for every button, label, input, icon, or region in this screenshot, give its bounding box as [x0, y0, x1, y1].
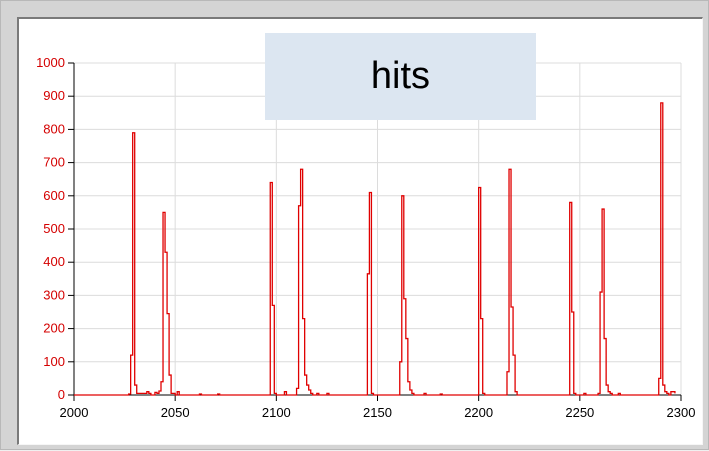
y-tick-label: 400	[43, 254, 65, 269]
x-tick-label: 2250	[565, 405, 594, 420]
hits-series-line	[74, 102, 676, 396]
hits-overlay-text: hits	[370, 55, 431, 97]
y-tick-label: 0	[58, 387, 65, 402]
y-tick-label: 1000	[36, 55, 65, 70]
y-tick-label: 800	[43, 121, 65, 136]
y-tick-label: 500	[43, 221, 65, 236]
x-tick-label: 2300	[667, 405, 696, 420]
y-tick-label: 300	[43, 287, 65, 302]
x-tick-label: 2200	[464, 405, 493, 420]
y-tick-label: 100	[43, 354, 65, 369]
x-tick-label: 2000	[60, 405, 89, 420]
y-tick-label: 200	[43, 321, 65, 336]
chart-ticks: 0 100 200 300 400 500 600 700 800 900 1000 2000 2050…	[36, 55, 695, 420]
y-tick-label: 700	[43, 155, 65, 170]
hits-overlay-label: hits	[265, 33, 536, 120]
x-tick-label: 2150	[363, 405, 392, 420]
x-tick-label: 2100	[262, 405, 291, 420]
y-tick-label: 600	[43, 188, 65, 203]
x-tick-label: 2050	[161, 405, 190, 420]
y-tick-label: 900	[43, 88, 65, 103]
chart-series	[74, 102, 676, 396]
